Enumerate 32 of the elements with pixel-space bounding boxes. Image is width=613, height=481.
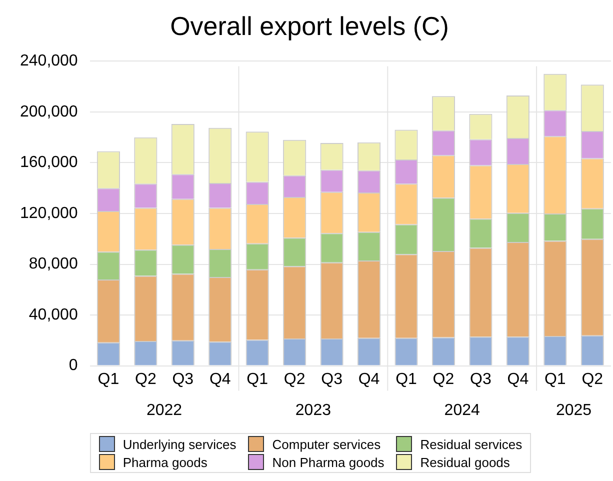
text: 2023	[295, 402, 332, 420]
legend-label: Computer services	[272, 436, 381, 452]
x-tick-label: Q3	[172, 370, 194, 388]
x-tick-label: Q1	[246, 370, 268, 388]
x-tick-label: Q3	[470, 370, 492, 388]
x-tick-label: Q2	[432, 370, 454, 388]
x-tick-label: Q4	[507, 370, 529, 388]
legend-label: Pharma goods	[122, 454, 208, 470]
text: 2024	[444, 402, 480, 420]
chart-title: Overall export levels (C)	[170, 10, 449, 41]
x-tick-label: Q1	[544, 370, 566, 388]
x-tick-label: Q4	[358, 370, 380, 388]
y-tick-label: 240,000	[20, 52, 78, 70]
legend-label: Residual goods	[420, 454, 510, 470]
x-tick-label: Q1	[98, 370, 120, 388]
legend-label: Residual services	[420, 436, 522, 452]
x-tick-label: Q2	[135, 370, 156, 388]
text: 2025	[556, 402, 592, 420]
text: 2022	[146, 402, 182, 420]
x-tick-label: Q1	[396, 370, 418, 388]
x-tick-label: Q2	[284, 370, 306, 388]
legend-label: Non Pharma goods	[272, 454, 384, 470]
legend-label: Underlying services	[122, 436, 236, 452]
x-tick-label: Q2	[582, 370, 604, 388]
y-tick-label: 0	[68, 357, 78, 374]
y-tick-label: 40,000	[28, 306, 78, 324]
x-tick-label: Q3	[321, 370, 343, 388]
x-tick-label: Q4	[209, 370, 231, 388]
y-tick-label: 80,000	[28, 256, 78, 273]
y-tick-label: 120,000	[20, 204, 78, 222]
y-tick-label: 160,000	[20, 154, 78, 172]
y-tick-label: 200,000	[20, 103, 78, 120]
